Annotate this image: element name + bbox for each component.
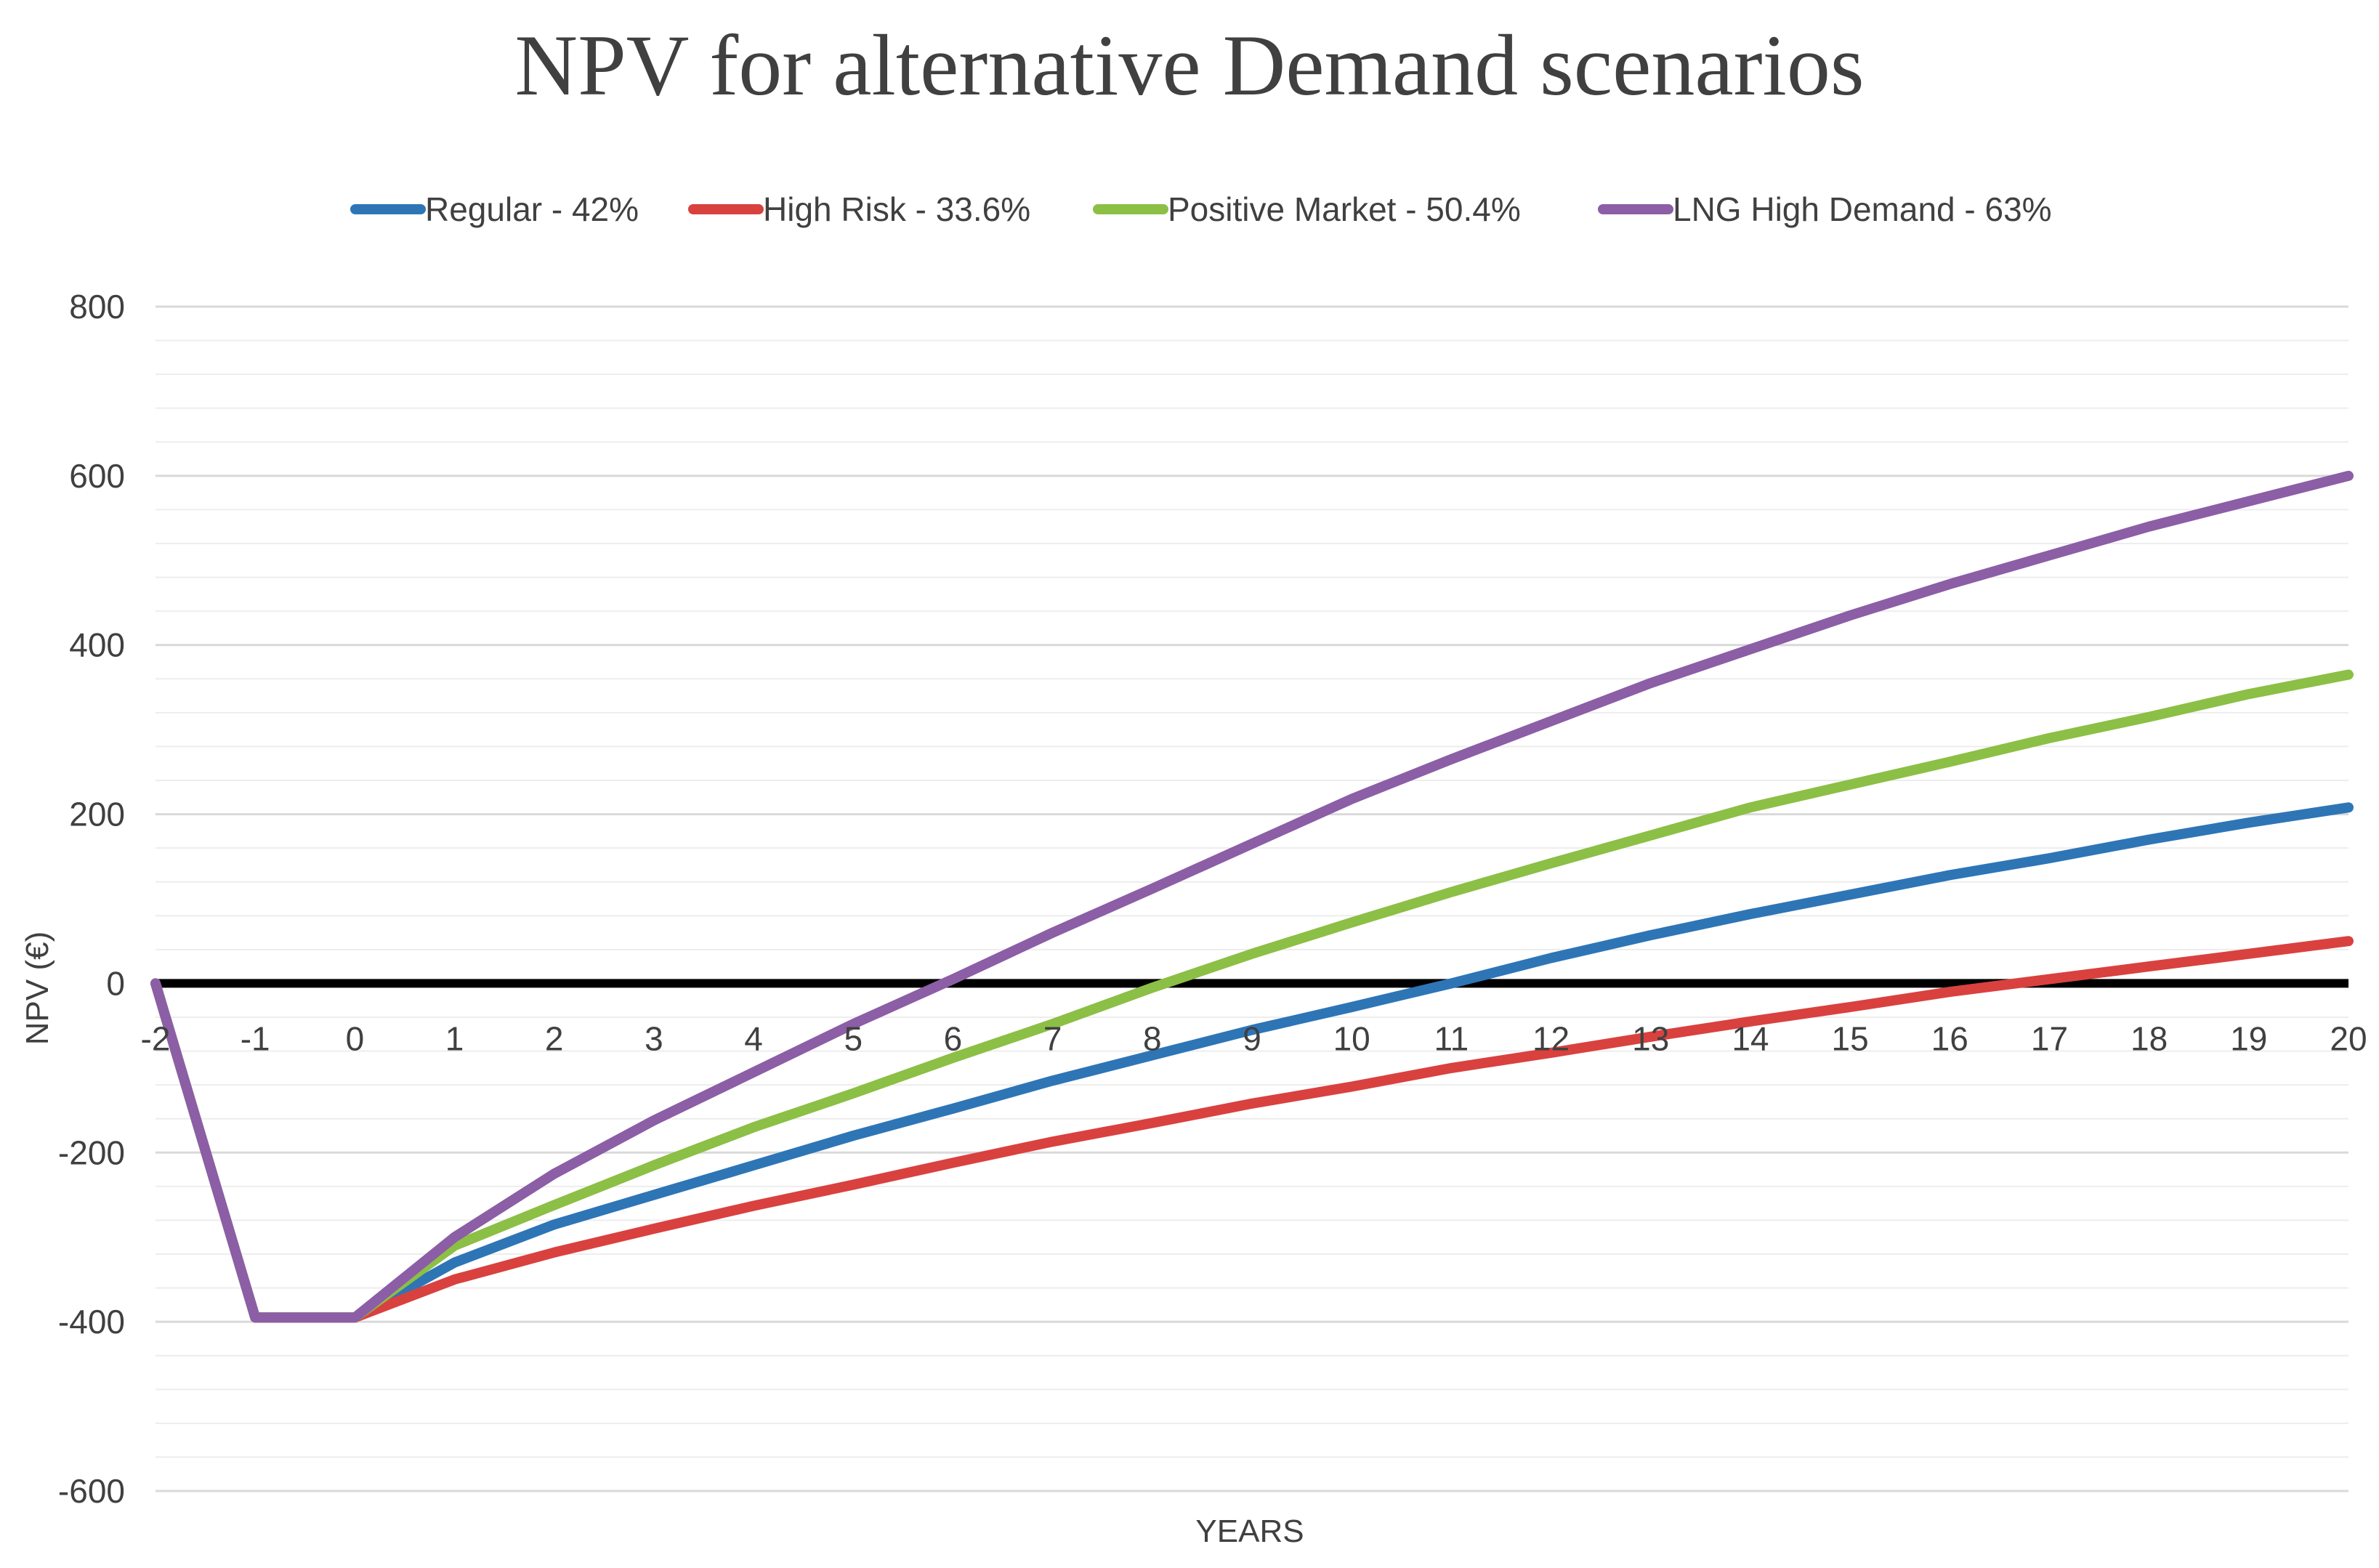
y-tick-label: 200 (69, 796, 125, 833)
series-line-3 (150, 669, 2354, 1323)
y-axis-tick-labels: 800 600 400 200 0 -200 -400 -600 (58, 288, 125, 1510)
x-tick-label: 2 (545, 1019, 564, 1057)
x-tick-label: 10 (1333, 1019, 1370, 1057)
legend-item-4: LNG High Demand - 63% (1598, 190, 2052, 228)
y-tick-label: 600 (69, 457, 125, 495)
x-axis-title: YEARS (1195, 1514, 1304, 1549)
x-tick-label: -2 (141, 1019, 171, 1057)
x-tick-label: 9 (1243, 1019, 1261, 1057)
y-tick-label: 800 (69, 288, 125, 326)
x-tick-label: 1 (445, 1019, 464, 1057)
y-tick-label: -200 (58, 1133, 125, 1171)
series-line-2 (150, 936, 2354, 1323)
legend-label: Positive Market - 50.4% (1168, 190, 1521, 228)
x-axis-tick-labels: -2 -1 0 1 2 3 4 5 6 7 8 9 10 11 12 13 14 15 16 17 18 19 20 (141, 1019, 2367, 1057)
legend-item-2: High Risk - 33.6% (688, 190, 1030, 228)
legend-item-3: Positive Market - 50.4% (1093, 190, 1521, 228)
x-tick-label: 12 (1532, 1019, 1570, 1057)
legend-label: LNG High Demand - 63% (1673, 190, 2052, 228)
x-tick-label: 7 (1043, 1019, 1062, 1057)
x-tick-label: 15 (1832, 1019, 1869, 1057)
legend-item-1: Regular - 42% (350, 190, 639, 228)
x-tick-label: 16 (1931, 1019, 1968, 1057)
major-gridlines (155, 305, 2348, 1492)
x-tick-label: 8 (1143, 1019, 1162, 1057)
x-tick-label: 18 (2130, 1019, 2168, 1057)
x-tick-label: 5 (844, 1019, 863, 1057)
y-tick-label: 0 (106, 964, 125, 1002)
x-tick-label: 11 (1434, 1019, 1469, 1057)
series-line-1 (150, 802, 2354, 1323)
minor-gridlines (155, 339, 2348, 1458)
x-tick-label: 20 (2330, 1019, 2367, 1057)
series-line-4 (150, 470, 2354, 1323)
x-tick-label: 13 (1632, 1019, 1669, 1057)
legend: Regular - 42% High Risk - 33.6% Positive M… (350, 190, 2052, 228)
chart-title: NPV for alternative Demand scenarios (514, 17, 1864, 113)
y-axis-title: NPV (€) (20, 931, 55, 1045)
legend-label: Regular - 42% (425, 190, 639, 228)
x-tick-label: 4 (744, 1019, 763, 1057)
x-tick-label: 14 (1732, 1019, 1769, 1057)
x-tick-label: 19 (2230, 1019, 2267, 1057)
x-tick-label: 17 (2031, 1019, 2068, 1057)
x-tick-label: -1 (241, 1019, 270, 1057)
y-tick-label: -400 (58, 1303, 125, 1341)
x-tick-label: 0 (346, 1019, 365, 1057)
y-tick-label: 400 (69, 626, 125, 664)
x-tick-label: 6 (944, 1019, 963, 1057)
series-lines (150, 470, 2354, 1323)
x-tick-label: 3 (645, 1019, 663, 1057)
y-tick-label: -600 (58, 1472, 125, 1510)
legend-label: High Risk - 33.6% (763, 190, 1030, 228)
